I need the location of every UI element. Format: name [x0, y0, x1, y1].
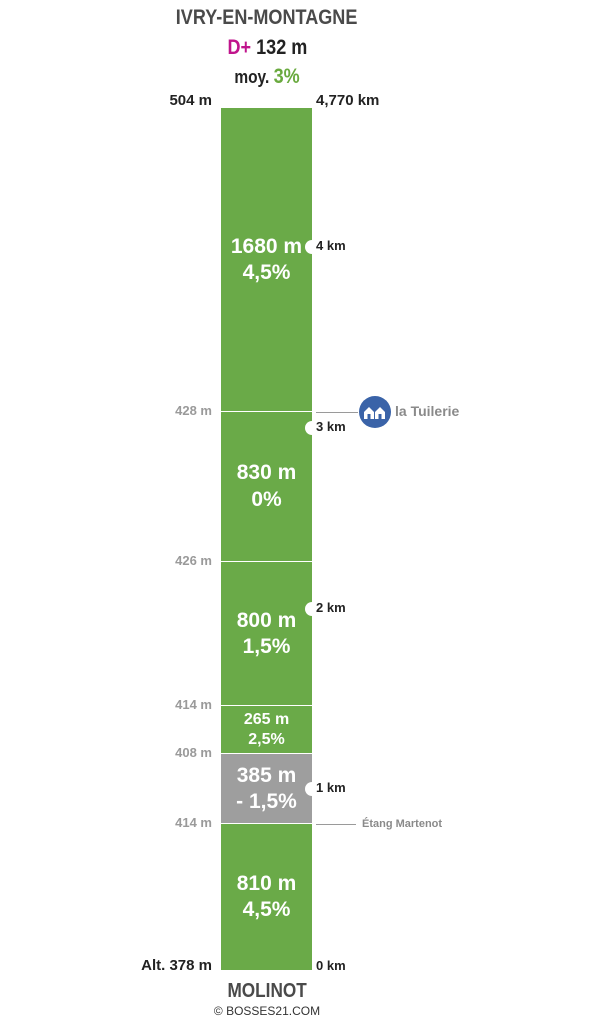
- segment-divider: [221, 410, 312, 413]
- gain-prefix: D+: [227, 36, 251, 59]
- segment-6: 810 m 4,5%: [221, 823, 312, 970]
- gain-value: 132 m: [255, 36, 307, 59]
- km-notch: [305, 782, 319, 797]
- segment-4: 265 m 2,5%: [221, 706, 312, 755]
- km-label: 2 km: [316, 599, 346, 615]
- segment-length: 830 m: [236, 461, 297, 485]
- km-label: 3 km: [316, 418, 346, 434]
- boundary-altitude: 408 m: [175, 745, 212, 761]
- segment-length: 265 m: [243, 711, 290, 729]
- boundary-altitude: 414 m: [175, 697, 212, 713]
- km-notch: [305, 601, 319, 616]
- segment-length: 810 m: [236, 871, 297, 895]
- segment-5: 385 m- 1,5%: [221, 754, 312, 824]
- segment-grade: 1,5%: [242, 634, 291, 658]
- summit-name: IVRY-EN-MONTAGNE: [176, 6, 358, 29]
- avg-value: 3%: [273, 65, 300, 88]
- boundary-altitude: 426 m: [175, 552, 212, 568]
- copyright: © BOSSES21.COM: [213, 1004, 321, 1018]
- segment-length: 1680 m: [230, 234, 303, 258]
- segment-length: 800 m: [236, 608, 297, 632]
- segment-divider: [221, 822, 312, 825]
- segment-grade: 2,5%: [248, 731, 285, 749]
- base-distance: 0 km: [316, 958, 346, 973]
- segment-grade: 4,5%: [242, 897, 291, 921]
- km-label: 1 km: [316, 780, 346, 796]
- average-grade: moy. 3%: [0, 65, 534, 89]
- poi-etang-martenot: Étang Martenot: [362, 818, 443, 830]
- base-altitude: Alt. 378 m: [141, 957, 212, 974]
- segment-2: 830 m 0%: [221, 411, 312, 562]
- house-icon: [359, 396, 391, 428]
- segment-3: 800 m 1,5%: [221, 561, 312, 707]
- segment-length: 385 m: [236, 763, 297, 787]
- poi-connector: [316, 823, 356, 825]
- segment-divider: [221, 753, 312, 756]
- boundary-altitude: 428 m: [175, 402, 212, 418]
- elevation-gain: D+ 132 m: [0, 36, 534, 60]
- avg-prefix: moy.: [234, 67, 270, 87]
- km-label: 4 km: [316, 238, 346, 254]
- segment-1: 1680 m 4,5%: [221, 108, 312, 412]
- segment-divider: [221, 560, 312, 563]
- poi-connector: [316, 411, 358, 413]
- segment-grade: 0%: [251, 487, 282, 511]
- top-altitude: 504 m: [169, 92, 212, 109]
- km-notch: [305, 420, 319, 435]
- segment-grade: 4,5%: [242, 260, 291, 284]
- km-notch: [305, 240, 319, 255]
- start-name: MOLINOT: [227, 980, 307, 1002]
- segment-grade: - 1,5%: [236, 789, 297, 813]
- poi-la-tuilerie: la Tuilerie: [395, 403, 460, 419]
- segment-divider: [221, 705, 312, 708]
- total-distance: 4,770 km: [316, 92, 380, 109]
- boundary-altitude: 414 m: [175, 814, 212, 830]
